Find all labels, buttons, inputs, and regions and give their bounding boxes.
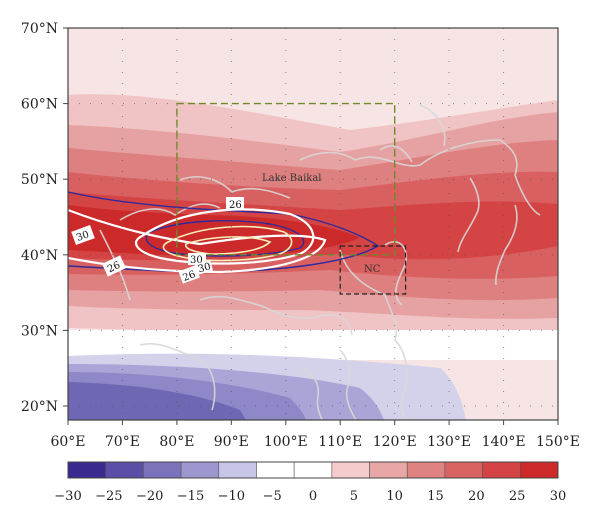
colorbar: −30 −25 −20 −15 −10 −5 0 5 10 15 20 25 30 [54,461,567,504]
colorbar-swatch [293,461,333,479]
contour-label-26-b: 26 [101,255,127,277]
plot-frame [67,27,559,421]
colorbar-tick-label: −5 [263,489,282,504]
colorbar-tick-label: 30 [550,489,567,504]
colorbar-swatch [331,461,370,479]
svg-text:30: 30 [190,255,203,266]
colorbar-tick-label: −25 [95,489,122,504]
colorbar-swatch [406,461,446,479]
lat-label-20: 20°N [21,399,58,415]
colorbar-swatch [520,461,559,479]
anomaly-core-30 [68,205,360,256]
lon-label-110: 110°E [318,434,362,450]
lon-label-80: 80°E [159,434,194,450]
colorbar-swatch [105,461,144,479]
lat-label-30: 30°N [21,323,58,339]
lat-label-70: 70°N [21,21,58,37]
svg-text:26: 26 [229,200,242,211]
contour-label-30-c: 30 [194,260,214,275]
lon-label-140: 140°E [482,434,526,450]
colorbar-tick-label: 10 [386,489,403,504]
lat-label-40: 40°N [21,248,58,264]
colorbar-swatch [218,461,257,479]
nc-region-box [339,245,407,295]
colorbar-swatch [369,461,408,479]
colorbar-tick-label: −15 [177,489,204,504]
colorbar-tick-label: 25 [509,489,526,504]
lon-label-90: 90°E [214,434,249,450]
colorbar-tick-label: 15 [427,489,444,504]
svg-text:30: 30 [197,261,212,275]
colorbar-tick-label: −30 [54,489,81,504]
study-region-box [176,102,396,256]
lon-label-150: 150°E [536,434,580,450]
colorbar-swatch [444,461,483,479]
lon-label-130: 130°E [427,434,471,450]
colorbar-swatch [143,461,182,479]
colorbar-swatch [256,461,295,479]
colorbar-swatch [180,461,220,479]
colorbar-swatch [67,461,106,479]
longitude-labels: 60°E 70°E 80°E 90°E 100°E 110°E 120°E 13… [50,434,580,450]
lat-label-60: 60°N [21,97,58,113]
colorbar-frame [67,461,559,479]
nc-region-label: NC [364,264,381,275]
colorbar-tick-label: 5 [350,489,358,504]
lon-label-70: 70°E [105,434,140,450]
colorbar-tick-label: −10 [218,489,245,504]
contour-label-26-c: 26 [178,265,200,284]
contour-label-30-a: 30 [71,225,95,245]
svg-text:26: 26 [106,260,122,275]
colorbar-tick-label: 0 [309,489,317,504]
colorbar-tick-label: 20 [468,489,485,504]
map-plot-area: Lake Baikal NC 26 30 26 30 30 26 [68,28,558,420]
contours-cream [162,225,293,262]
lon-label-60: 60°E [50,434,85,450]
contour-label-30-b: 30 [188,253,206,266]
colorbar-swatch [482,461,521,479]
latitude-labels: 70°N 60°N 50°N 40°N 30°N 20°N [21,21,58,415]
svg-text:30: 30 [75,229,91,244]
tick-marks [63,27,559,425]
svg-text:26: 26 [181,269,197,284]
lat-label-50: 50°N [21,172,58,188]
lon-label-120: 120°E [373,434,417,450]
lon-label-100: 100°E [264,434,308,450]
coastlines [99,104,541,420]
contour-label-26-a: 26 [226,197,244,211]
contours-white [68,208,327,274]
colorbar-tick-label: −20 [136,489,163,504]
lake-baikal-label: Lake Baikal [262,173,322,184]
anomaly-neg-20 [68,382,246,420]
